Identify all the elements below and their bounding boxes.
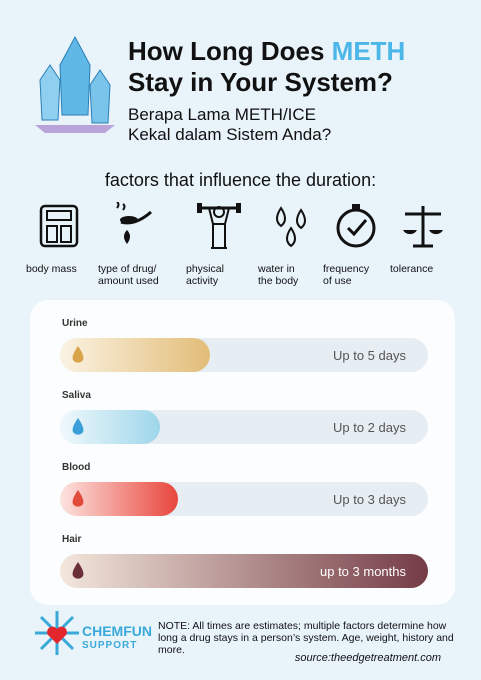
test-label: Urine [62, 318, 88, 329]
drop-icon [70, 561, 86, 581]
factor-label-line: of use [323, 275, 352, 287]
factor-label: water in the body [258, 263, 298, 287]
factor-label-line: frequency [323, 263, 370, 275]
logo-icon [35, 611, 79, 655]
test-label: Hair [62, 534, 82, 545]
factor-icon [399, 202, 447, 250]
duration-bar: Up to 2 days [60, 410, 428, 444]
factor-label-line: activity [186, 275, 219, 287]
duration-text: up to 3 months [320, 564, 406, 579]
duration-text: Up to 5 days [333, 348, 406, 363]
factor-icon [267, 202, 315, 250]
factor-label-line: type of drug/ [98, 263, 157, 275]
test-label: Saliva [62, 390, 91, 401]
title: How Long Does METH Stay in Your System? [128, 36, 406, 97]
duration-fill [60, 554, 428, 588]
duration-fill [60, 338, 210, 372]
factors-heading: factors that influence the duration: [104, 170, 377, 190]
factor-label: body mass [26, 263, 77, 275]
test-card: Urine Up to 5 days Saliva Up to 2 days Blood… [30, 300, 455, 605]
factor-label-line: body mass [26, 263, 77, 275]
source: source:theedgetreatment.com [294, 652, 441, 664]
duration-text: Up to 2 days [333, 420, 406, 435]
factor-label-line: water in [258, 263, 295, 275]
duration-bar: Up to 3 days [60, 482, 428, 516]
duration-bar: up to 3 months [60, 554, 428, 588]
duration-text: Up to 3 days [333, 492, 406, 507]
factor-label: type of drug/amount used [98, 263, 159, 287]
factor-icon [107, 201, 155, 250]
factor-icon [35, 202, 83, 250]
factor-label: tolerance [390, 263, 433, 275]
crystal-icon [35, 35, 115, 133]
drop-icon [70, 345, 86, 365]
drop-icon [70, 489, 86, 509]
factor-label: frequency of use [323, 263, 369, 287]
subtitle: Berapa Lama METH/ICE Kekal dalam Sistem A… [128, 105, 332, 144]
note: NOTE: All times are estimates; multiple … [158, 620, 454, 656]
factor-label-line: physical [186, 263, 224, 275]
drop-icon [70, 417, 86, 437]
factor-icon [332, 202, 380, 250]
factor-label-line: amount used [98, 275, 159, 287]
factor-label-line: the body [258, 275, 299, 287]
test-label: Blood [62, 462, 91, 473]
factor-label-line: tolerance [390, 263, 434, 275]
factor-icon [195, 202, 243, 250]
duration-bar: Up to 5 days [60, 338, 428, 372]
logo-text: CHEMFUN SUPPORT [82, 623, 152, 651]
factor-label: physical activity [186, 263, 224, 287]
